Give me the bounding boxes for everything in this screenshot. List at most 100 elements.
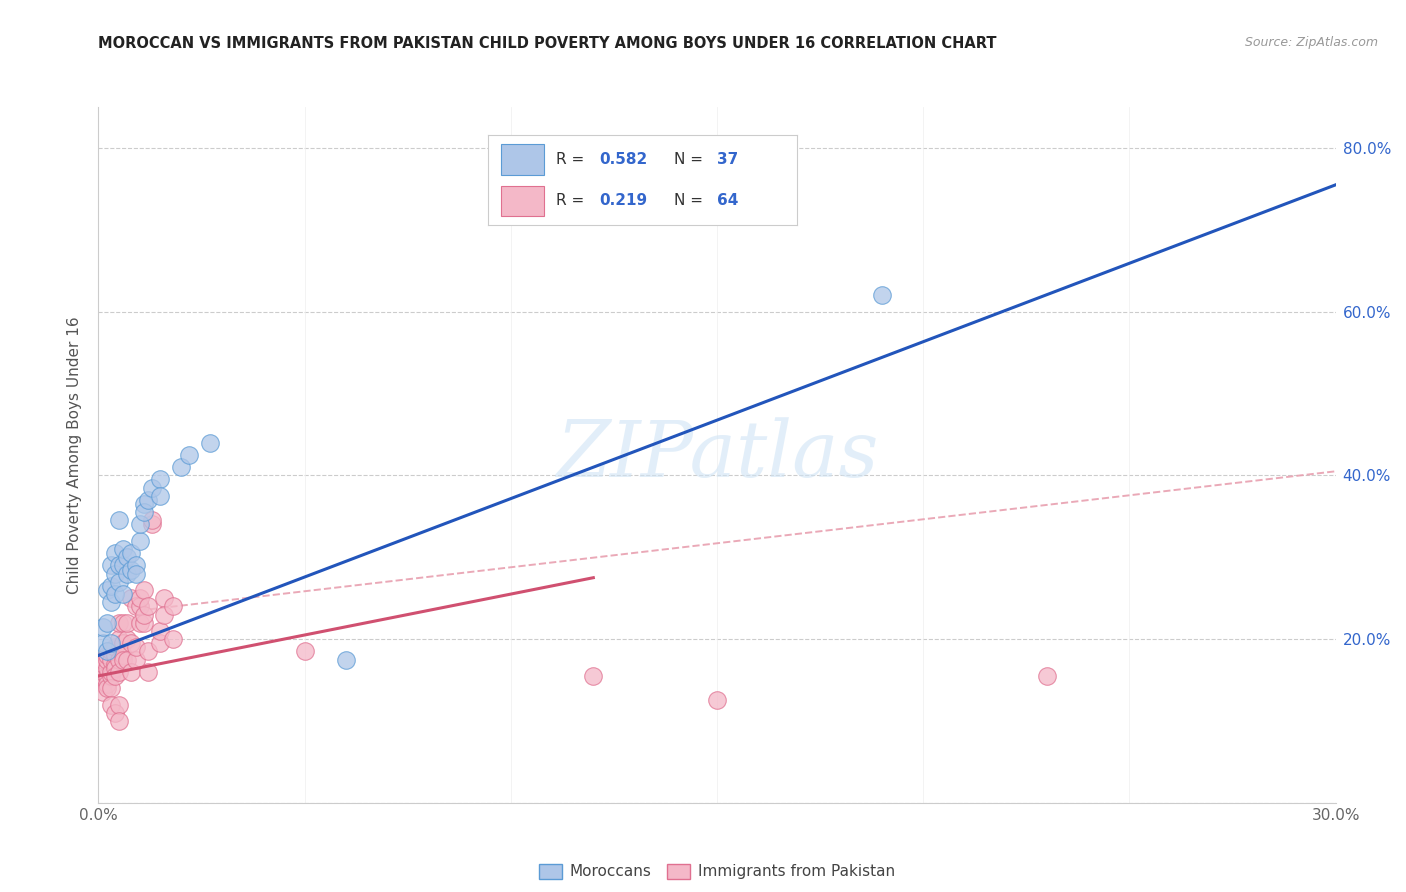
Point	[104, 546, 127, 560]
Point	[162, 599, 184, 614]
Point	[141, 517, 163, 532]
Point	[132, 615, 155, 630]
Point	[100, 652, 122, 666]
FancyBboxPatch shape	[501, 144, 544, 175]
Point	[117, 615, 139, 630]
Text: N =: N =	[673, 194, 707, 209]
Point	[91, 636, 114, 650]
Point	[153, 591, 176, 606]
Point	[120, 562, 142, 576]
FancyBboxPatch shape	[501, 186, 544, 216]
Point	[582, 669, 605, 683]
Point	[117, 652, 139, 666]
Point	[91, 677, 114, 691]
Text: R =: R =	[557, 152, 589, 167]
Point	[108, 652, 131, 666]
Point	[112, 648, 135, 663]
Point	[96, 648, 118, 663]
Text: R =: R =	[557, 194, 589, 209]
Point	[120, 636, 142, 650]
Text: N =: N =	[673, 152, 707, 167]
Point	[112, 636, 135, 650]
Point	[706, 693, 728, 707]
Point	[149, 624, 172, 638]
Point	[108, 574, 131, 589]
Point	[136, 492, 159, 507]
Point	[96, 681, 118, 696]
Point	[100, 595, 122, 609]
Point	[1036, 669, 1059, 683]
Point	[96, 652, 118, 666]
Point	[108, 615, 131, 630]
Point	[91, 620, 114, 634]
Point	[132, 505, 155, 519]
Point	[335, 652, 357, 666]
Point	[104, 706, 127, 720]
Point	[91, 657, 114, 671]
Point	[153, 607, 176, 622]
Point	[149, 473, 172, 487]
Point	[100, 644, 122, 658]
Point	[104, 669, 127, 683]
Point	[124, 558, 146, 573]
Point	[141, 513, 163, 527]
Point	[149, 489, 172, 503]
Point	[170, 460, 193, 475]
Point	[132, 582, 155, 597]
Point	[100, 681, 122, 696]
Point	[91, 669, 114, 683]
Point	[128, 599, 150, 614]
Point	[112, 615, 135, 630]
Point	[117, 632, 139, 646]
Legend: Moroccans, Immigrants from Pakistan: Moroccans, Immigrants from Pakistan	[533, 857, 901, 886]
Point	[96, 661, 118, 675]
Y-axis label: Child Poverty Among Boys Under 16: Child Poverty Among Boys Under 16	[67, 316, 83, 594]
Point	[91, 685, 114, 699]
Point	[294, 644, 316, 658]
Point	[100, 698, 122, 712]
Point	[108, 714, 131, 728]
Point	[96, 677, 118, 691]
Text: Source: ZipAtlas.com: Source: ZipAtlas.com	[1244, 36, 1378, 49]
Point	[124, 640, 146, 655]
Point	[136, 644, 159, 658]
Point	[120, 665, 142, 679]
Point	[179, 448, 201, 462]
Point	[112, 587, 135, 601]
Point	[91, 665, 114, 679]
Point	[136, 665, 159, 679]
Point	[108, 698, 131, 712]
Point	[120, 546, 142, 560]
Point	[117, 550, 139, 565]
Point	[108, 665, 131, 679]
Point	[96, 644, 118, 658]
Point	[124, 599, 146, 614]
Point	[104, 657, 127, 671]
Point	[112, 652, 135, 666]
Point	[124, 652, 146, 666]
Point	[870, 288, 893, 302]
Text: ZIPatlas: ZIPatlas	[555, 417, 879, 493]
Point	[120, 591, 142, 606]
Point	[100, 665, 122, 679]
Point	[162, 632, 184, 646]
Text: 0.219: 0.219	[599, 194, 648, 209]
Point	[132, 497, 155, 511]
Point	[100, 558, 122, 573]
Point	[104, 648, 127, 663]
Point	[104, 640, 127, 655]
Point	[141, 481, 163, 495]
Point	[100, 669, 122, 683]
Point	[149, 636, 172, 650]
Point	[100, 636, 122, 650]
Point	[117, 566, 139, 581]
Point	[124, 566, 146, 581]
Point	[104, 566, 127, 581]
Point	[128, 615, 150, 630]
Point	[132, 607, 155, 622]
Point	[136, 599, 159, 614]
Point	[91, 652, 114, 666]
Point	[128, 517, 150, 532]
Text: 0.582: 0.582	[599, 152, 648, 167]
Point	[96, 615, 118, 630]
